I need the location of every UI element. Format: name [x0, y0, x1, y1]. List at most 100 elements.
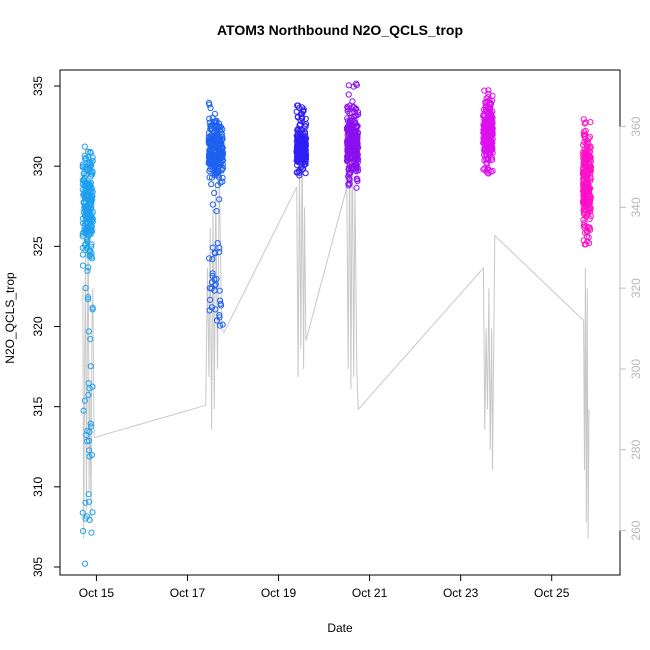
data-point	[88, 243, 95, 250]
data-point	[301, 122, 308, 129]
data-point	[218, 159, 225, 166]
data-point	[587, 205, 594, 212]
data-point	[85, 196, 92, 203]
data-point	[209, 270, 216, 277]
data-point	[353, 82, 360, 89]
data-point	[85, 264, 92, 271]
data-point	[580, 142, 587, 149]
data-point	[482, 152, 489, 159]
chart-title: ATOM3 Northbound N2O_QCLS_trop	[217, 22, 463, 38]
data-point	[206, 119, 213, 126]
data-point	[80, 192, 88, 199]
data-point	[82, 220, 89, 227]
data-point	[293, 169, 300, 176]
data-point	[82, 560, 89, 567]
data-point	[80, 528, 87, 535]
data-point	[488, 121, 495, 128]
data-point	[82, 515, 89, 522]
data-point	[80, 200, 88, 207]
data-point	[581, 131, 589, 138]
data-point	[217, 302, 225, 309]
x-tick-label: Oct 17	[170, 586, 206, 600]
data-point	[209, 272, 216, 279]
data-point	[213, 170, 220, 177]
data-point	[82, 207, 89, 214]
data-point	[489, 92, 496, 99]
data-point	[583, 179, 590, 186]
data-point	[88, 423, 95, 430]
data-point	[346, 128, 353, 135]
data-point	[207, 122, 214, 129]
data-point	[346, 176, 353, 183]
data-point	[345, 151, 352, 158]
data-point	[480, 111, 487, 118]
data-point	[581, 120, 588, 127]
data-point	[79, 262, 87, 269]
data-point	[581, 190, 588, 197]
data-point	[84, 148, 92, 155]
data-point	[582, 152, 589, 159]
data-point	[353, 135, 361, 142]
y-tick-label: 320	[31, 316, 45, 336]
y2-tick-label: 320	[629, 278, 643, 298]
data-point	[88, 241, 95, 248]
data-point	[580, 222, 588, 229]
data-point	[481, 87, 488, 94]
data-point	[298, 114, 305, 121]
data-point	[489, 125, 496, 132]
data-point	[294, 114, 301, 121]
data-point	[299, 127, 306, 134]
data-point	[79, 233, 86, 240]
data-point	[208, 156, 215, 163]
data-point	[79, 509, 86, 516]
data-point	[85, 380, 92, 387]
data-point	[344, 103, 351, 111]
data-point	[219, 321, 226, 328]
data-point	[210, 136, 217, 143]
plot-frame	[59, 69, 621, 576]
data-point	[88, 201, 95, 208]
data-point	[79, 177, 86, 184]
data-point	[345, 91, 352, 98]
data-point	[345, 180, 352, 187]
data-point	[294, 143, 301, 150]
data-point	[89, 383, 96, 390]
data-point	[583, 197, 591, 204]
data-point	[293, 108, 300, 115]
data-point	[85, 328, 92, 335]
data-point	[587, 144, 594, 151]
series-3	[293, 102, 310, 179]
data-point	[586, 166, 593, 173]
data-point	[585, 135, 592, 142]
data-point	[581, 224, 588, 231]
data-point	[351, 120, 359, 127]
data-point	[344, 155, 351, 162]
data-point	[85, 437, 93, 444]
data-point	[219, 178, 226, 185]
series-5	[480, 87, 496, 177]
data-point	[345, 82, 352, 89]
data-point	[582, 127, 589, 134]
data-point	[84, 245, 91, 252]
data-point	[344, 138, 351, 145]
data-point	[211, 249, 218, 256]
data-point	[89, 169, 96, 176]
data-point	[80, 407, 87, 414]
y-tick-label: 310	[31, 476, 45, 496]
data-point	[299, 108, 307, 115]
data-point	[214, 240, 221, 247]
data-point	[353, 175, 360, 182]
data-point	[486, 136, 493, 143]
data-point	[581, 158, 588, 166]
data-point	[206, 115, 213, 122]
data-point	[82, 499, 89, 506]
data-point	[216, 249, 223, 256]
data-point	[86, 210, 93, 217]
data-point	[587, 226, 594, 233]
data-point	[582, 241, 589, 248]
data-point	[211, 282, 218, 289]
data-point	[209, 201, 216, 208]
data-point	[481, 165, 488, 172]
data-point	[207, 104, 214, 112]
plot-area: Oct 15 Oct 17 Oct 19 Oct 21 Oct 23 Oct 25 305 3…	[31, 69, 643, 600]
